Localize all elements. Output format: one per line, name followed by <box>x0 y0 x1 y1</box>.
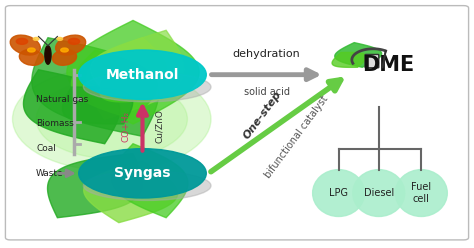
Ellipse shape <box>83 72 211 102</box>
Polygon shape <box>24 70 120 144</box>
Polygon shape <box>72 50 157 119</box>
Text: solid acid: solid acid <box>244 87 290 97</box>
Text: Methanol: Methanol <box>106 68 179 82</box>
Polygon shape <box>335 43 382 67</box>
Ellipse shape <box>45 46 51 64</box>
Polygon shape <box>67 20 199 124</box>
Ellipse shape <box>353 170 405 217</box>
Ellipse shape <box>79 50 206 99</box>
Polygon shape <box>100 72 157 102</box>
Text: Coal: Coal <box>36 144 56 153</box>
Text: Cu/ZnO: Cu/ZnO <box>155 110 164 143</box>
Circle shape <box>33 37 39 40</box>
Ellipse shape <box>313 170 365 217</box>
Text: Fuel
cell: Fuel cell <box>411 182 431 204</box>
Text: Natural gas: Natural gas <box>36 95 88 104</box>
Text: Syngas: Syngas <box>114 166 171 180</box>
Text: Diesel: Diesel <box>364 188 394 198</box>
Ellipse shape <box>395 170 447 217</box>
Polygon shape <box>87 30 184 119</box>
Polygon shape <box>84 161 178 223</box>
Circle shape <box>27 48 35 52</box>
Text: One-step: One-step <box>241 89 283 141</box>
Text: CO+H₂: CO+H₂ <box>121 111 130 142</box>
Polygon shape <box>332 52 366 67</box>
Polygon shape <box>32 38 159 136</box>
Ellipse shape <box>83 171 211 200</box>
Circle shape <box>61 48 68 52</box>
Ellipse shape <box>55 35 86 55</box>
Polygon shape <box>47 154 143 218</box>
Circle shape <box>57 37 63 40</box>
Polygon shape <box>63 87 133 124</box>
Ellipse shape <box>53 50 77 65</box>
Text: dehydration: dehydration <box>233 49 301 59</box>
Ellipse shape <box>19 50 44 65</box>
Text: Waste: Waste <box>36 169 64 178</box>
Ellipse shape <box>79 149 206 198</box>
FancyBboxPatch shape <box>5 6 469 240</box>
FancyBboxPatch shape <box>365 55 379 68</box>
Text: bifunctional catalyst: bifunctional catalyst <box>264 94 330 181</box>
Circle shape <box>12 67 211 171</box>
Circle shape <box>16 38 27 44</box>
Polygon shape <box>111 144 188 218</box>
Circle shape <box>68 38 80 44</box>
Polygon shape <box>91 38 166 99</box>
Text: LPG: LPG <box>329 188 348 198</box>
Ellipse shape <box>10 35 40 55</box>
Circle shape <box>36 80 187 158</box>
Text: Biomass: Biomass <box>36 120 74 128</box>
Text: DME: DME <box>362 55 414 75</box>
